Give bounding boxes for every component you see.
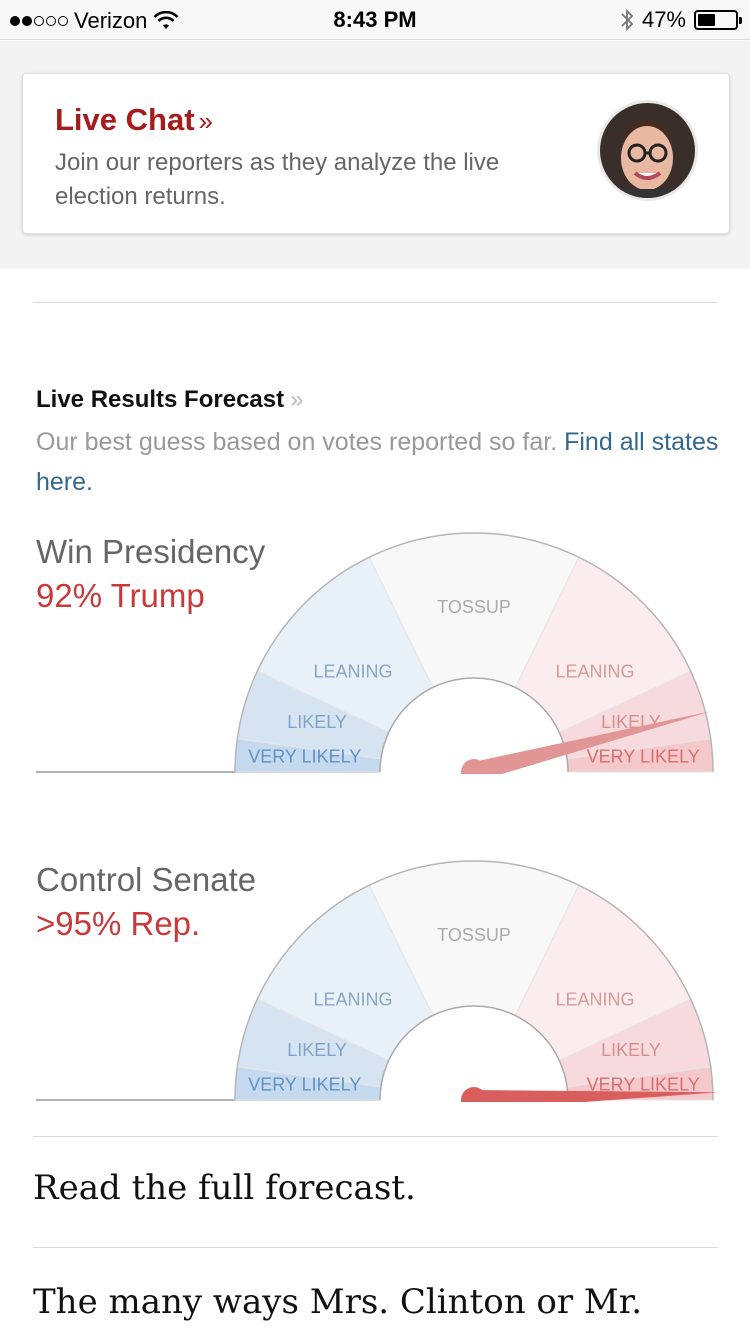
gauge-outline <box>234 860 714 1101</box>
chevron-right-icon: » <box>290 386 304 413</box>
read-full-forecast-link[interactable]: Read the full forecast. <box>33 1168 416 1208</box>
signal-strength-icon <box>10 16 68 26</box>
gauge-outline <box>234 532 714 773</box>
gauge-value-senate: >95% Rep. <box>36 905 201 942</box>
carrier-name: Verizon <box>74 8 148 33</box>
forecast-description: Our best guess based on votes reported s… <box>36 428 719 496</box>
live-chat-card[interactable]: Live Chat» Join our reporters as they an… <box>22 73 730 234</box>
dem-very-likely-label: VERY LIKELY <box>248 747 361 767</box>
divider <box>33 1247 718 1248</box>
live-chat-band: Live Chat» Join our reporters as they an… <box>0 41 750 269</box>
live-chat-title[interactable]: Live Chat» <box>55 102 213 137</box>
tossup-label: TOSSUP <box>437 925 511 945</box>
gauge-needle <box>471 711 712 774</box>
gauge-label-presidency: Win Presidency <box>36 533 266 570</box>
reporter-avatar <box>597 100 698 201</box>
status-right: 47% <box>620 7 742 33</box>
gauge-needle-hub <box>461 759 487 774</box>
wifi-icon <box>153 11 179 29</box>
bluetooth-icon <box>621 8 634 32</box>
forecast-title[interactable]: Live Results Forecast» <box>36 386 304 413</box>
status-bar: Verizon 8:43 PM 47% <box>0 0 750 40</box>
dem-leaning-label: LEANING <box>313 989 392 1009</box>
chevron-right-icon: » <box>198 106 213 136</box>
battery-icon <box>694 10 742 30</box>
gauge-senate[interactable]: TOSSUP LEANING LEANING LIKELY LIKELY VERY LIK… <box>36 852 736 1102</box>
tossup-label: TOSSUP <box>437 597 511 617</box>
article-headline[interactable]: The many ways Mrs. Clinton or Mr. <box>33 1282 643 1322</box>
gauge-label-senate: Control Senate <box>36 861 257 898</box>
rep-very-likely-label: VERY LIKELY <box>587 1075 700 1095</box>
dem-very-likely-label: VERY LIKELY <box>248 1075 361 1095</box>
rep-very-likely-label: VERY LIKELY <box>587 747 700 767</box>
divider <box>33 1136 718 1137</box>
status-left: Verizon <box>10 8 179 34</box>
find-all-states-link[interactable]: Find all states here. <box>36 428 719 496</box>
rep-likely-label: LIKELY <box>601 1040 661 1060</box>
gauge-inner-arc <box>379 1005 569 1101</box>
gauge-needle <box>473 1090 719 1102</box>
dem-likely-label: LIKELY <box>287 1040 347 1060</box>
gauge-needle-hub <box>461 1087 487 1102</box>
status-time: 8:43 PM <box>333 7 417 32</box>
dem-leaning-label: LEANING <box>313 661 392 681</box>
rep-leaning-label: LEANING <box>556 989 635 1009</box>
divider <box>33 302 718 303</box>
battery-percent: 47% <box>641 7 686 32</box>
gauge-inner-arc <box>379 677 569 773</box>
rep-leaning-label: LEANING <box>556 661 635 681</box>
dem-likely-label: LIKELY <box>287 712 347 732</box>
gauge-value-presidency: 92% Trump <box>36 577 205 614</box>
live-chat-description: Join our reporters as they analyze the l… <box>55 149 500 210</box>
